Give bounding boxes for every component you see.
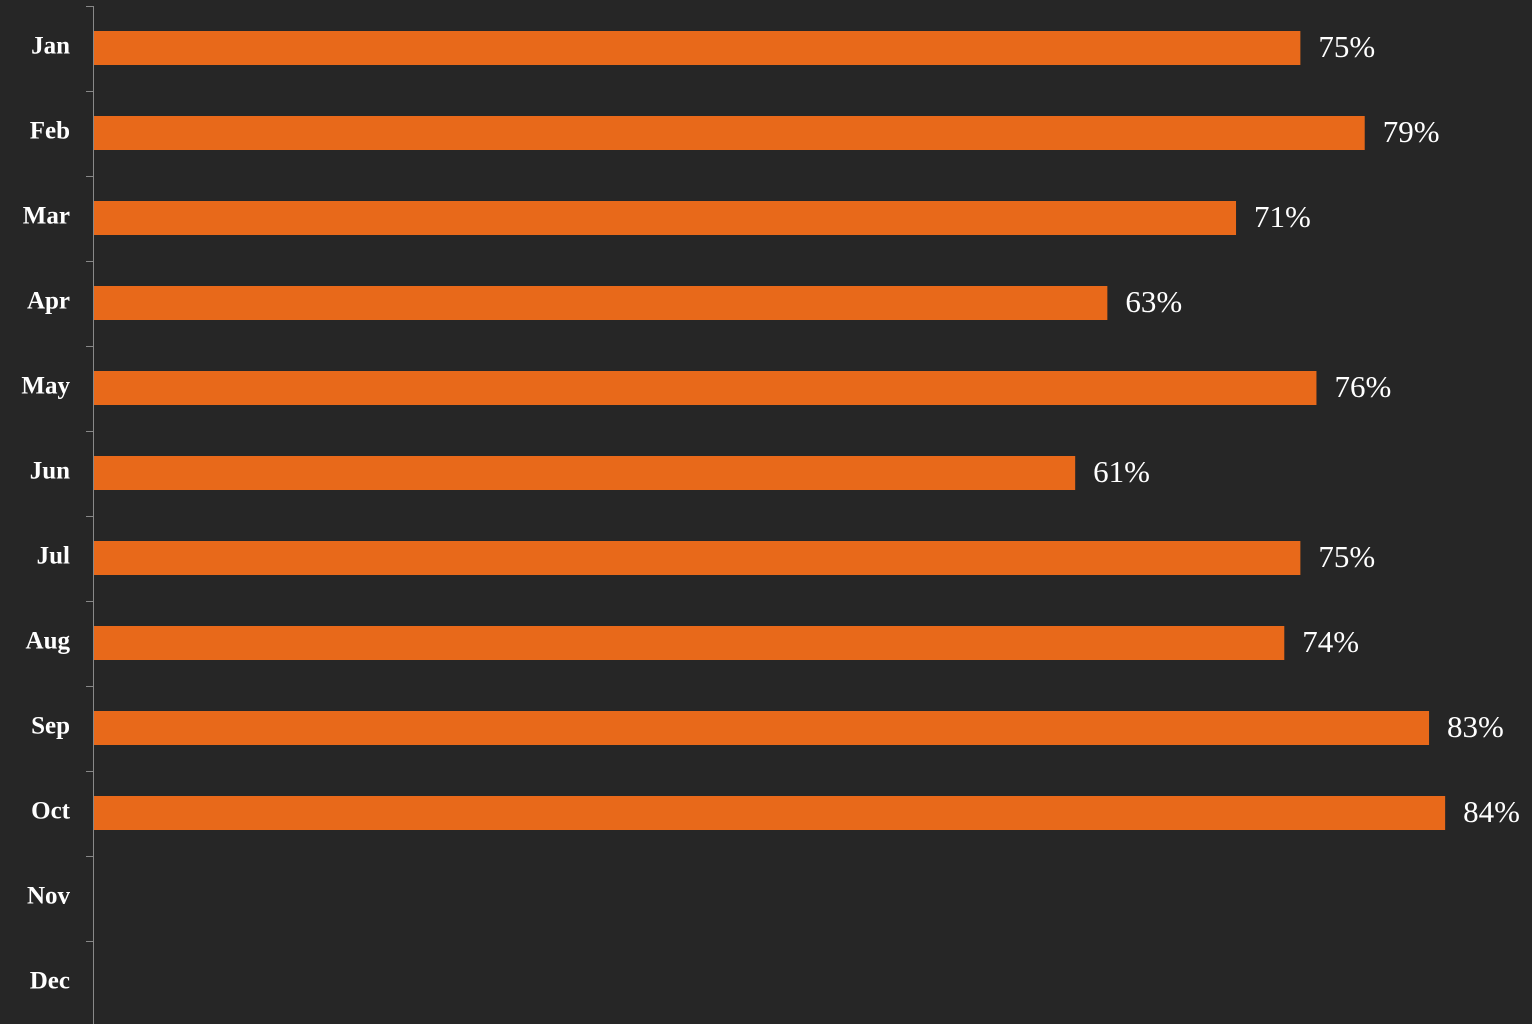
bar: [94, 371, 1317, 405]
y-tick-label: Apr: [27, 288, 70, 315]
y-tick-label: Jan: [31, 33, 70, 60]
bar: [94, 541, 1301, 575]
bar: [94, 456, 1076, 490]
y-tick-label: Mar: [23, 203, 70, 230]
bar: [94, 796, 1446, 830]
bar: [94, 31, 1301, 65]
value-label: 75%: [1318, 539, 1375, 574]
bar: [94, 201, 1237, 235]
y-tick-label: Jul: [37, 543, 70, 570]
y-tick-label: Aug: [26, 628, 71, 655]
y-tick-label: Feb: [30, 118, 70, 145]
bar: [94, 286, 1108, 320]
y-tick-label: Jun: [30, 458, 70, 485]
y-tick-label: Sep: [31, 713, 70, 740]
value-label: 79%: [1383, 114, 1440, 149]
y-tick-label: Oct: [31, 798, 71, 825]
y-tick-label: Dec: [30, 968, 70, 995]
value-label: 76%: [1334, 369, 1391, 404]
value-label: 75%: [1318, 29, 1375, 64]
value-label: 61%: [1093, 454, 1150, 489]
value-label: 74%: [1302, 624, 1359, 659]
bar: [94, 711, 1430, 745]
bar: [94, 626, 1285, 660]
value-label: 83%: [1447, 709, 1504, 744]
bar: [94, 116, 1365, 150]
value-label: 71%: [1254, 199, 1311, 234]
value-label: 84%: [1463, 794, 1520, 829]
value-label: 63%: [1125, 284, 1182, 319]
y-tick-label: Nov: [27, 883, 71, 910]
y-tick-label: May: [21, 373, 70, 400]
